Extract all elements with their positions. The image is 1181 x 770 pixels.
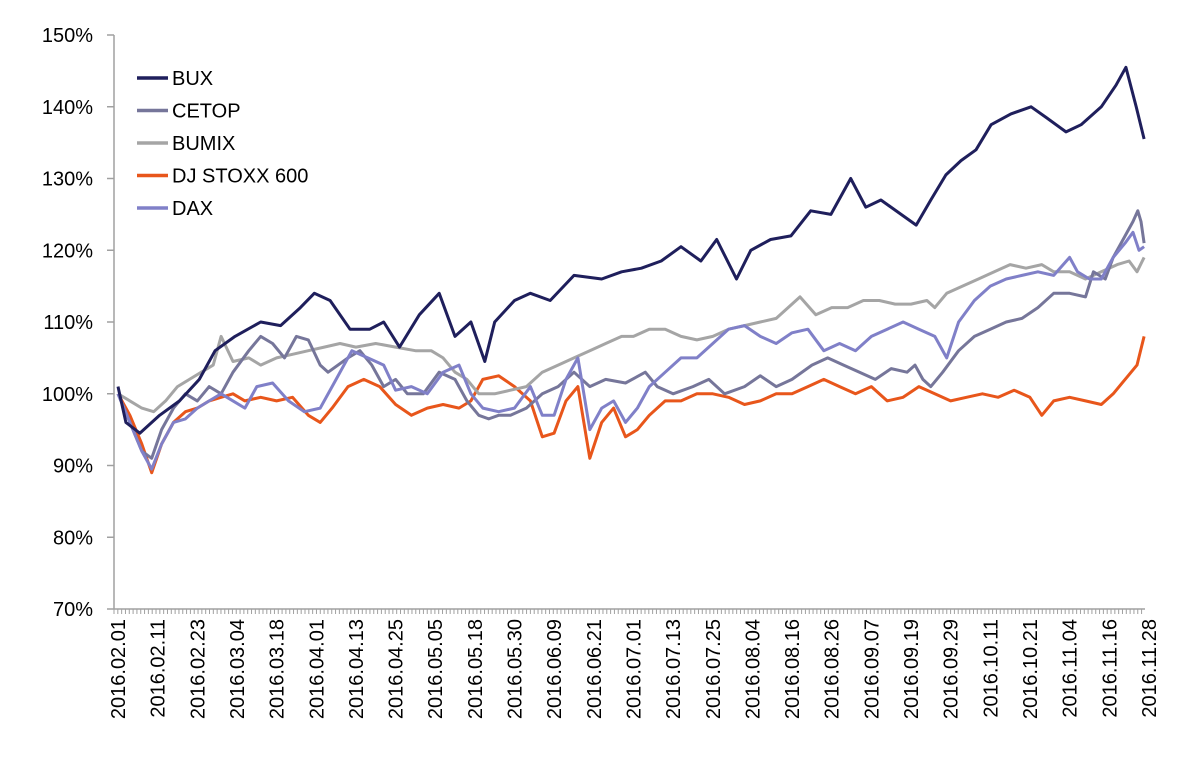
legend-label: BUMIX [172,133,235,155]
y-tick-label: 140% [42,97,93,119]
x-tick-label: 2016.02.23 [187,619,209,719]
x-tick-label: 2016.09.29 [941,619,963,719]
x-tick-label: 2016.05.18 [465,619,487,719]
legend-item: CETOP [137,101,241,123]
x-tick-label: 2016.09.07 [861,619,883,719]
y-tick-label: 150% [42,25,93,47]
y-axis-ticks: 70% 80% 90% 100% 110% 120% 130% 140% 150% [42,25,114,621]
legend: BUX CETOP BUMIX DJ STOXX 600 DAX [137,68,308,220]
x-tick-label: 2016.06.09 [544,619,566,719]
legend-label: DAX [172,198,213,220]
x-tick-label: 2016.11.16 [1099,619,1121,718]
x-tick-label: 2016.04.13 [346,619,368,719]
legend-label: DJ STOXX 600 [172,166,308,188]
series-line-cetop [116,209,1146,460]
x-tick-label: 2016.09.19 [901,619,923,719]
y-tick-label: 110% [43,312,93,334]
x-tick-label: 2016.02.01 [108,619,130,719]
x-tick-label: 2016.08.26 [822,619,844,719]
x-tick-label: 2016.06.21 [584,619,606,719]
legend-item: BUX [137,68,213,90]
x-tick-label: 2016.03.18 [267,619,289,719]
x-tick-label: 2016.04.25 [386,619,408,719]
series-line-bux [116,65,1146,435]
series-line-dj-stoxx-600 [116,336,1146,475]
y-tick-label: 70% [53,599,93,621]
legend-item: DJ STOXX 600 [137,166,308,188]
x-tick-label: 2016.10.11 [980,619,1002,718]
x-tick-label: 2016.11.04 [1060,619,1082,718]
x-tick-label: 2016.10.21 [1020,619,1042,719]
x-tick-label: 2016.03.04 [227,619,249,719]
y-tick-label: 90% [53,456,93,478]
x-tick-label: 2016.05.30 [505,619,527,719]
legend-label: BUX [172,68,213,90]
series-line-bumix [117,256,1146,414]
y-tick-label: 80% [53,527,93,549]
legend-item: DAX [137,198,213,220]
x-tick-label: 2016.08.04 [742,619,764,719]
x-tick-label: 2016.07.25 [703,619,725,719]
x-tick-label: 2016.04.01 [306,619,328,719]
series-line-dax [116,230,1145,471]
x-tick-label: 2016.07.01 [623,619,645,719]
axes [113,35,1145,614]
x-tick-label: 2016.05.05 [425,619,447,719]
series-lines [116,65,1146,475]
y-tick-label: 130% [42,169,93,191]
x-axis-ticks: 2016.02.01 2016.02.11 2016.02.23 2016.03.04… [108,619,1161,719]
legend-item: BUMIX [137,133,235,155]
x-tick-label: 2016.11.28 [1139,619,1161,718]
x-tick-label: 2016.02.11 [148,619,170,718]
y-tick-label: 100% [42,384,93,406]
x-tick-label: 2016.08.16 [782,619,804,719]
x-tick-label: 2016.07.13 [663,619,685,719]
legend-label: CETOP [172,101,241,123]
y-tick-label: 120% [42,240,93,262]
